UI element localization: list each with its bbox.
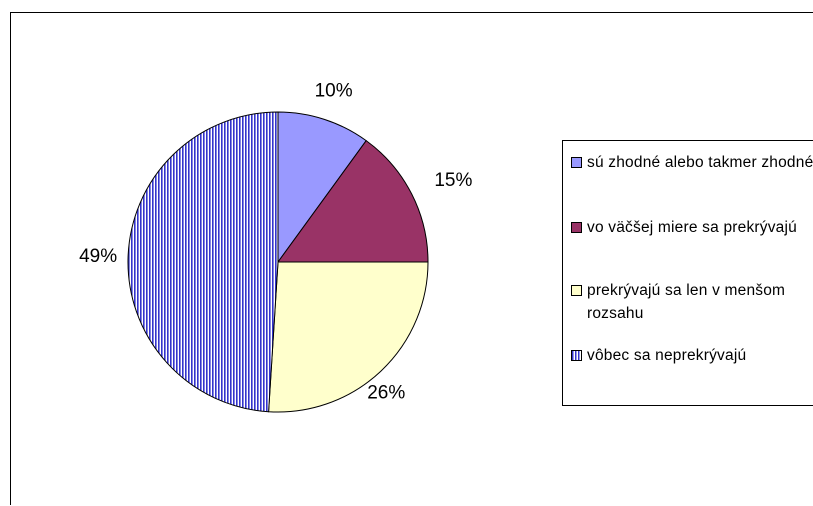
pie-slice — [268, 261, 429, 413]
legend-item: vo väčšej miere sa prekrývajú — [571, 216, 813, 239]
pie-chart: 10% 15% 26% 49% — [79, 80, 472, 413]
legend-swatch — [571, 157, 582, 168]
data-label: 26% — [367, 383, 405, 404]
legend-label: prekrývajú sa len v menšom rozsahu — [587, 282, 786, 322]
legend-label: sú zhodné alebo takmer zhodné — [587, 154, 813, 171]
data-label: 10% — [315, 80, 353, 101]
pie-slice — [277, 111, 367, 264]
legend-item: prekrývajú sa len v menšom rozsahu — [571, 279, 813, 325]
chart-area: 10% 15% 26% 49% sú zhodné alebo takmer zhod… — [10, 12, 813, 505]
legend-label: vôbec sa neprekrývajú — [587, 347, 747, 364]
legend-swatch — [571, 285, 582, 296]
pie-slice — [127, 111, 279, 413]
legend-swatch — [571, 222, 582, 233]
pie-slice — [277, 139, 429, 263]
legend-item: sú zhodné alebo takmer zhodné — [571, 151, 813, 174]
data-label: 49% — [79, 246, 117, 267]
data-label: 15% — [434, 170, 472, 191]
legend-item: vôbec sa neprekrývajú — [571, 344, 813, 367]
legend-swatch — [571, 350, 582, 361]
legend-label: vo väčšej miere sa prekrývajú — [587, 219, 797, 236]
legend: sú zhodné alebo takmer zhodné vo väčšej … — [562, 140, 813, 406]
